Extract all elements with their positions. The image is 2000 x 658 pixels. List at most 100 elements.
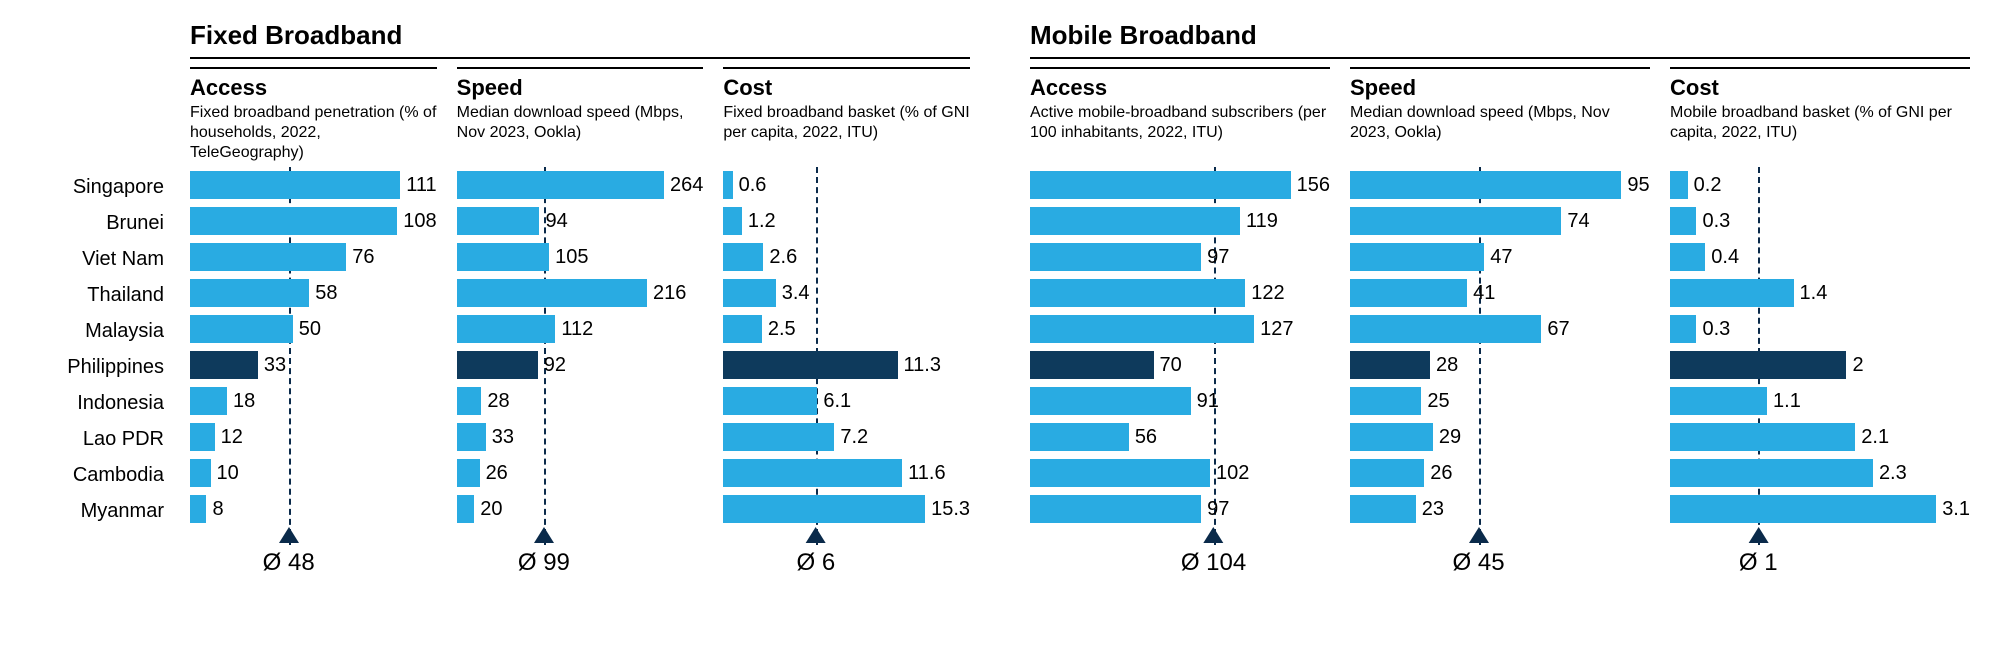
bar-value: 112 [561, 318, 593, 341]
bar [1670, 243, 1705, 271]
bar [1350, 279, 1467, 307]
bar-value: 2.6 [769, 246, 797, 269]
average-marker: Ø 45 [1453, 527, 1505, 577]
panel-title: Access [190, 75, 437, 101]
bar [1030, 459, 1210, 487]
bar [1670, 387, 1767, 415]
bar-row: 0.4 [1670, 239, 1970, 275]
panel-footer: Ø 104 [1030, 527, 1330, 587]
country-label: Myanmar [30, 493, 170, 529]
bar-row: 23 [1350, 491, 1650, 527]
bar-row: 216 [457, 275, 704, 311]
bar [723, 315, 762, 343]
bar-value: 92 [544, 354, 566, 377]
country-label: Cambodia [30, 457, 170, 493]
bar-value: 8 [212, 498, 223, 521]
bar [1030, 315, 1254, 343]
bar-value: 2 [1852, 354, 1863, 377]
average-marker: Ø 6 [797, 527, 836, 577]
bar-row: 97 [1030, 491, 1330, 527]
bar [723, 495, 925, 523]
country-label: Viet Nam [30, 241, 170, 277]
bar-value: 108 [403, 210, 436, 233]
bar [1030, 207, 1240, 235]
bar-row: 8 [190, 491, 437, 527]
bar-row: 15.3 [723, 491, 970, 527]
bar [723, 207, 742, 235]
bar-value: 94 [545, 210, 567, 233]
bar [1350, 459, 1424, 487]
bar-row: 1.4 [1670, 275, 1970, 311]
bar-value: 10 [217, 462, 239, 485]
bar-row: 97 [1030, 239, 1330, 275]
bar-value: 33 [264, 354, 286, 377]
section-mobile: Mobile BroadbandAccessActive mobile-broa… [1030, 20, 1970, 587]
bar-value: 97 [1207, 246, 1229, 269]
bar-row: 92 [457, 347, 704, 383]
bar-value: 3.1 [1942, 498, 1970, 521]
bar-row: 20 [457, 491, 704, 527]
bar-value: 70 [1160, 354, 1182, 377]
bar [190, 315, 293, 343]
bar-row: 1.2 [723, 203, 970, 239]
bar-value: 23 [1422, 498, 1444, 521]
panel-footer: Ø 1 [1670, 527, 1970, 587]
bar-value: 111 [406, 174, 436, 197]
bars-area: 95744741672825292623 [1350, 167, 1650, 527]
bar-value: 91 [1197, 390, 1219, 413]
bar [190, 423, 215, 451]
bar-value: 1.2 [748, 210, 776, 233]
bar-row: 2.1 [1670, 419, 1970, 455]
bar-value: 41 [1473, 282, 1495, 305]
bar-row: 76 [190, 239, 437, 275]
panel-title: Access [1030, 75, 1330, 101]
bar-row: 0.3 [1670, 311, 1970, 347]
bar-row: 105 [457, 239, 704, 275]
panel-subtitle: Active mobile-broadband subscribers (per… [1030, 103, 1330, 143]
country-label: Indonesia [30, 385, 170, 421]
panel-footer: Ø 48 [190, 527, 437, 587]
panel-mobile-speed: SpeedMedian download speed (Mbps, Nov 20… [1350, 67, 1650, 587]
bar-row: 11.6 [723, 455, 970, 491]
triangle-up-icon [279, 527, 299, 543]
bar-row: 3.4 [723, 275, 970, 311]
bars-area: 1561199712212770915610297 [1030, 167, 1330, 527]
bar-row: 28 [1350, 347, 1650, 383]
panel-fixed-speed: SpeedMedian download speed (Mbps, Nov 20… [457, 67, 704, 587]
bar [457, 207, 540, 235]
bar-row: 2 [1670, 347, 1970, 383]
average-marker: Ø 48 [263, 527, 315, 577]
bar [723, 243, 763, 271]
bar [1350, 315, 1541, 343]
bar-value: 1.4 [1800, 282, 1828, 305]
country-label: Singapore [30, 169, 170, 205]
bar-value: 1.1 [1773, 390, 1801, 413]
panel-header: AccessFixed broadband penetration (% of … [190, 67, 437, 167]
panel-fixed-cost: CostFixed broadband basket (% of GNI per… [723, 67, 970, 587]
broadband-comparison-chart: Fixed BroadbandSingaporeBruneiViet NamTh… [30, 20, 1970, 587]
bar-value: 216 [653, 282, 686, 305]
bar [1030, 351, 1154, 379]
bar [1350, 495, 1416, 523]
bar-row: 156 [1030, 167, 1330, 203]
bar-value: 97 [1207, 498, 1229, 521]
panels-row: SingaporeBruneiViet NamThailandMalaysiaP… [30, 67, 970, 587]
bar-row: 127 [1030, 311, 1330, 347]
bar-value: 119 [1246, 210, 1278, 233]
bar-row: 3.1 [1670, 491, 1970, 527]
bar-row: 94 [457, 203, 704, 239]
bar [723, 171, 732, 199]
bar [1670, 279, 1794, 307]
triangle-up-icon [1204, 527, 1224, 543]
bar [190, 243, 346, 271]
average-marker: Ø 104 [1181, 527, 1246, 577]
bar-value: 0.2 [1694, 174, 1722, 197]
panel-subtitle: Median download speed (Mbps, Nov 2023, O… [1350, 103, 1650, 143]
bar-row: 29 [1350, 419, 1650, 455]
bar-value: 20 [480, 498, 502, 521]
triangle-up-icon [806, 527, 826, 543]
bar [457, 423, 486, 451]
bar-value: 102 [1216, 462, 1249, 485]
bar-row: 6.1 [723, 383, 970, 419]
bar-row: 112 [457, 311, 704, 347]
